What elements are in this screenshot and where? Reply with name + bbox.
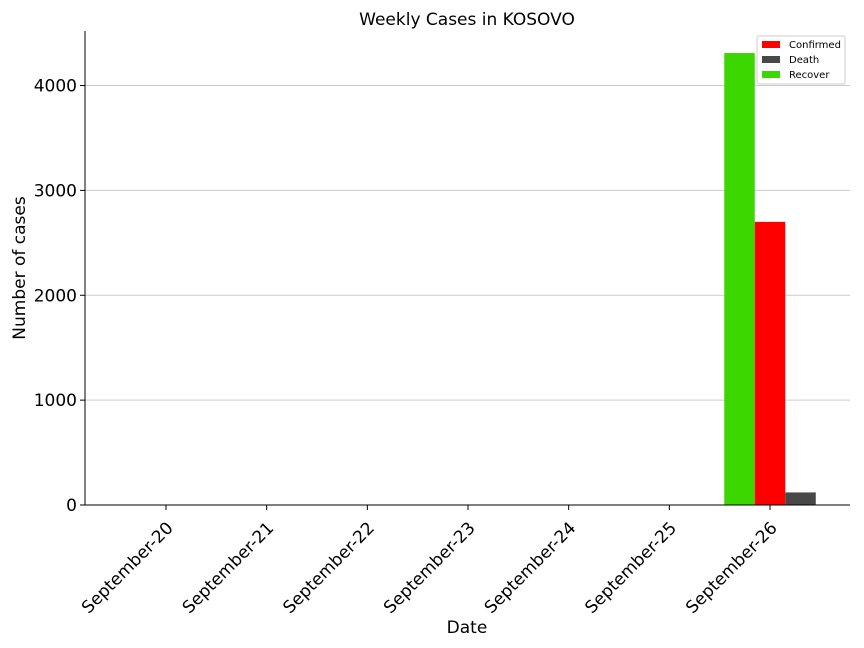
bar-confirmed-september-26 xyxy=(754,221,786,506)
x-tick-label: September-23 xyxy=(380,518,479,617)
x-tick-label: September-20 xyxy=(78,518,177,617)
legend-swatch-confirmed xyxy=(762,41,780,48)
legend-swatch-death xyxy=(762,56,780,63)
y-ticks: 0 1000 2000 3000 4000 xyxy=(34,77,85,516)
legend-label-confirmed: Confirmed xyxy=(789,40,841,51)
y-tick-label: 0 xyxy=(66,496,77,516)
y-axis-label: Number of cases xyxy=(10,196,30,340)
x-tick-label: September-25 xyxy=(581,518,680,617)
y-tick-label: 2000 xyxy=(34,286,77,306)
x-tick-label: September-24 xyxy=(481,518,580,617)
y-tick-label: 3000 xyxy=(34,181,77,201)
legend: Confirmed Death Recover xyxy=(756,35,846,85)
x-ticks: September-20 September-21 September-22 Sept… xyxy=(78,505,782,618)
bar-recover-september-26 xyxy=(724,53,755,505)
y-tick-label: 1000 xyxy=(34,391,77,411)
x-tick-label: September-21 xyxy=(179,518,278,617)
legend-swatch-recover xyxy=(762,71,780,78)
bar-death-september-26 xyxy=(785,492,816,505)
legend-label-recover: Recover xyxy=(789,70,830,81)
x-tick-label: September-26 xyxy=(682,518,781,617)
grid-lines xyxy=(85,85,850,401)
bars xyxy=(724,53,816,506)
chart-title: Weekly Cases in KOSOVO xyxy=(359,10,575,30)
x-axis-label: Date xyxy=(447,618,488,638)
legend-label-death: Death xyxy=(789,55,819,66)
axes xyxy=(84,31,850,506)
y-tick-label: 4000 xyxy=(34,77,77,97)
x-tick-label: September-22 xyxy=(279,518,378,617)
